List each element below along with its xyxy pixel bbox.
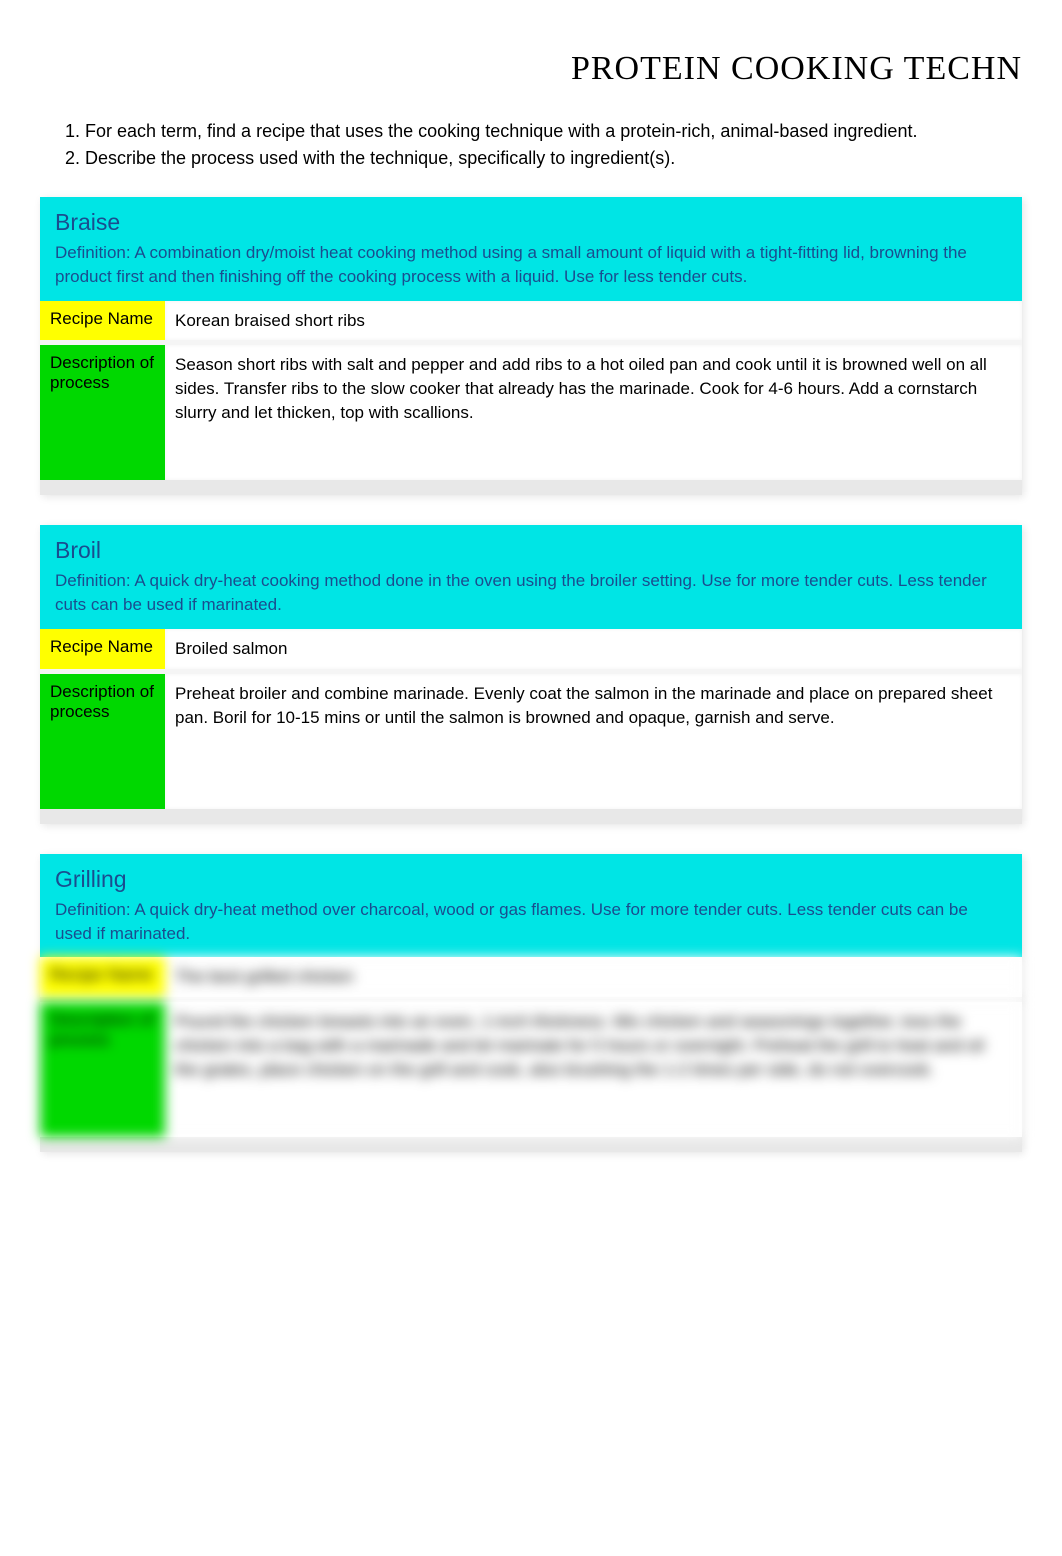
- instruction-item: Describe the process used with the techn…: [85, 145, 1022, 172]
- recipe-name-value: Broiled salmon: [165, 629, 1022, 669]
- recipe-name-value: Korean braised short ribs: [165, 301, 1022, 341]
- technique-name: Braise: [55, 209, 1007, 236]
- technique-name: Grilling: [55, 866, 1007, 893]
- technique-definition: Definition: A combination dry/moist heat…: [55, 241, 1007, 289]
- technique-table: Recipe NameBroiled salmonDescription of …: [40, 629, 1022, 809]
- process-label: Description of process: [40, 1002, 165, 1137]
- technique-block: Braise Definition: A combination dry/mois…: [40, 197, 1022, 495]
- technique-table: Recipe NameKorean braised short ribsDesc…: [40, 301, 1022, 481]
- recipe-name-value: The best grilled chicken: [165, 957, 1022, 997]
- technique-table: Recipe NameThe best grilled chickenDescr…: [40, 957, 1022, 1137]
- recipe-name-label: Recipe Name: [40, 957, 165, 997]
- instructions: For each term, find a recipe that uses t…: [60, 118, 1022, 172]
- technique-header: Broil Definition: A quick dry-heat cookin…: [40, 525, 1022, 629]
- page-title: PROTEIN COOKING TECHN: [40, 50, 1022, 88]
- technique-header: Grilling Definition: A quick dry-heat met…: [40, 854, 1022, 958]
- process-label: Description of process: [40, 345, 165, 480]
- technique-name: Broil: [55, 537, 1007, 564]
- instruction-item: For each term, find a recipe that uses t…: [85, 118, 1022, 145]
- technique-definition: Definition: A quick dry-heat method over…: [55, 898, 1007, 946]
- block-footer-spacer: [40, 809, 1022, 824]
- technique-block: Grilling Definition: A quick dry-heat met…: [40, 854, 1022, 1152]
- recipe-name-label: Recipe Name: [40, 629, 165, 669]
- block-footer-spacer: [40, 1137, 1022, 1152]
- process-value: Preheat broiler and combine marinade. Ev…: [165, 674, 1022, 809]
- technique-block: Broil Definition: A quick dry-heat cookin…: [40, 525, 1022, 823]
- technique-definition: Definition: A quick dry-heat cooking met…: [55, 569, 1007, 617]
- technique-header: Braise Definition: A combination dry/mois…: [40, 197, 1022, 301]
- block-footer-spacer: [40, 480, 1022, 495]
- recipe-name-label: Recipe Name: [40, 301, 165, 341]
- process-value: Pound the chicken breasts into an even, …: [165, 1002, 1022, 1137]
- process-label: Description of process: [40, 674, 165, 809]
- process-value: Season short ribs with salt and pepper a…: [165, 345, 1022, 480]
